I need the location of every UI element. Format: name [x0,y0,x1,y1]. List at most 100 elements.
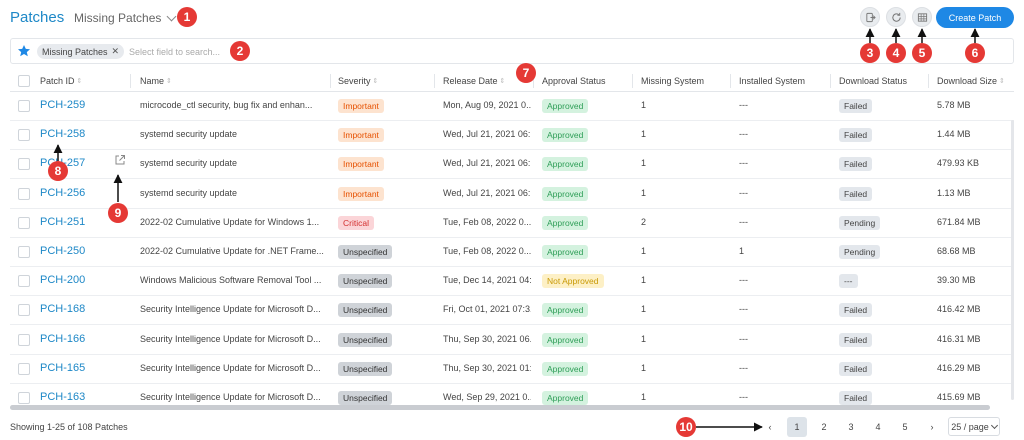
table-row[interactable]: PCH-251 2022-02 Cumulative Update for Win… [10,209,1014,238]
table-row[interactable]: PCH-200 Windows Malicious Software Remova… [10,267,1014,297]
patch-name: systemd security update [140,129,238,140]
table-row[interactable]: PCH-163 Security Intelligence Update for … [10,384,1014,410]
download-size: 671.84 MB [937,216,981,227]
download-status-badge: Failed [839,186,873,201]
annotation-marker: 8 [48,161,68,181]
patch-name: Security Intelligence Update for Microso… [140,333,321,344]
row-checkbox[interactable] [18,392,30,404]
page-3-button[interactable]: 3 [848,422,854,432]
row-checkbox[interactable] [18,216,30,229]
search-input[interactable] [129,44,429,59]
table-row[interactable]: PCH-257systemd security updateImportantW… [10,150,1014,180]
patch-id-link[interactable]: PCH-168 [40,303,86,316]
column-header-severity[interactable]: Severity ⇕ [338,76,379,86]
patch-id-link[interactable]: PCH-259 [40,99,86,111]
vertical-scrollbar[interactable] [1011,120,1014,400]
patch-id-link[interactable]: PCH-256 [40,186,86,199]
open-external-icon[interactable] [114,154,126,166]
installed-system-count: --- [739,158,748,169]
page-header: Patches Missing Patches Create Patch [0,0,1024,36]
sort-icon: ⇕ [166,78,172,85]
table-row[interactable]: PCH-250 2022-02 Cumulative Update for .NE… [10,238,1014,267]
patch-id-link[interactable]: PCH-166 [40,332,86,345]
row-checkbox[interactable] [18,333,30,346]
release-date: Wed, Jul 21, 2021 06:... [443,187,531,198]
download-size: 416.42 MB [937,304,981,315]
page-1-button[interactable]: 1 [787,417,807,437]
prev-page-button[interactable]: ‹ [768,422,772,432]
page-size-select[interactable]: 25 / page [948,417,1000,436]
approval-badge: Approved [542,391,589,405]
row-checkbox[interactable] [18,158,30,171]
column-divider [928,74,929,88]
severity-badge: Unspecified [338,303,393,318]
row-checkbox[interactable] [18,100,30,112]
installed-system-count: --- [739,362,748,373]
close-icon[interactable]: ✕ [111,46,120,56]
column-header-approval-status[interactable]: Approval Status [542,76,606,86]
installed-system-count: 1 [739,246,745,256]
page-4-button[interactable]: 4 [875,422,881,432]
filter-chip-label: Missing Patches [42,46,108,57]
download-size: 415.69 MB [937,392,981,402]
column-divider [730,74,731,88]
download-status-badge: Pending [839,215,881,230]
table-row[interactable]: PCH-256 systemd security update Important W… [10,180,1014,209]
patch-id-link[interactable]: PCH-251 [40,215,86,228]
patch-id-link[interactable]: PCH-165 [40,361,86,374]
column-header-download-size[interactable]: Download Size ⇕ [937,76,1005,86]
export-button[interactable] [860,7,880,27]
download-size: 1.44 MB [937,129,971,140]
download-status-badge: Failed [839,391,873,405]
page-5-button[interactable]: 5 [902,422,908,432]
row-checkbox[interactable] [18,275,30,288]
refresh-button[interactable] [886,7,906,27]
create-patch-button[interactable]: Create Patch [936,7,1014,28]
column-grid-icon [917,12,927,22]
page-2-button[interactable]: 2 [821,422,827,432]
table-row[interactable]: PCH-259 microcode_ctl security, bug fix a… [10,92,1014,121]
table-row[interactable]: PCH-166 Security Intelligence Update for … [10,326,1014,355]
release-date: Wed, Sep 29, 2021 0... [443,392,531,402]
column-header-patch-id[interactable]: Patch ID ⇕ [40,76,83,86]
table-row[interactable]: PCH-168 Security Intelligence Update for … [10,296,1014,326]
star-icon[interactable] [17,44,31,58]
column-header-name[interactable]: Name ⇕ [140,76,172,86]
patch-id-link[interactable]: PCH-250 [40,245,86,257]
patch-id-link[interactable]: PCH-163 [40,391,86,403]
sort-icon: ⇕ [999,78,1005,85]
row-checkbox[interactable] [18,129,30,142]
column-header-missing-system[interactable]: Missing System [641,76,705,86]
missing-system-count: 1 [641,246,647,256]
patch-name: Security Intelligence Update for Microso… [140,304,321,315]
page-title: Patches [10,9,65,26]
missing-system-count: 1 [641,392,647,402]
table-row[interactable]: PCH-165 Security Intelligence Update for … [10,355,1014,384]
patch-name: Windows Malicious Software Removal Tool … [140,275,322,286]
row-checkbox[interactable] [18,187,30,200]
patch-id-link[interactable]: PCH-200 [40,274,86,287]
chevron-down-icon [990,421,998,429]
table-row[interactable]: PCH-258 systemd security update Important W… [10,121,1014,151]
patch-id-link[interactable]: PCH-258 [40,128,86,141]
row-checkbox[interactable] [18,362,30,375]
next-page-button[interactable]: › [930,422,934,432]
column-header-installed-system[interactable]: Installed System [739,76,806,86]
select-all-checkbox[interactable] [18,75,30,87]
row-checkbox[interactable] [18,246,30,258]
column-header-release-date[interactable]: Release Date ⇕ [443,76,506,86]
approval-badge: Approved [542,361,589,376]
table-header: Patch ID ⇕ Name ⇕ Severity ⇕ Release Date ⇕ … [10,70,1014,92]
row-checkbox[interactable] [18,304,30,317]
severity-badge: Important [338,186,384,201]
column-header-download-status[interactable]: Download Status [839,76,908,86]
severity-badge: Important [338,99,384,113]
filter-chip[interactable]: Missing Patches ✕ [37,44,125,59]
missing-system-count: 1 [641,304,647,315]
installed-system-count: --- [739,187,748,198]
approval-badge: Approved [542,128,589,143]
horizontal-scrollbar-thumb[interactable] [10,405,990,410]
view-selector[interactable]: Missing Patches [74,11,177,25]
download-size: 479.93 KB [937,158,980,169]
column-settings-button[interactable] [912,7,932,27]
